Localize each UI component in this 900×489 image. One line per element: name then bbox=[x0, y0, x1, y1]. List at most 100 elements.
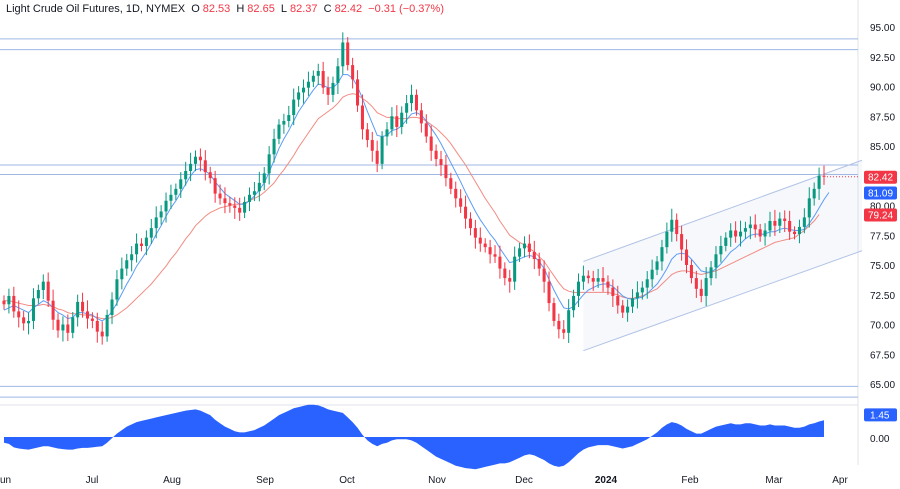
candle-body[interactable] bbox=[95, 320, 99, 332]
ma-slow-line[interactable] bbox=[4, 93, 820, 320]
candle-body[interactable] bbox=[513, 256, 517, 282]
candle-body[interactable] bbox=[783, 218, 787, 221]
candle-body[interactable] bbox=[734, 230, 738, 237]
candle-body[interactable] bbox=[272, 138, 276, 155]
candle-body[interactable] bbox=[267, 154, 271, 174]
channel-lower-line[interactable] bbox=[583, 250, 863, 352]
symbol-title[interactable]: Light Crude Oil Futures, 1D, NYMEX bbox=[6, 3, 186, 15]
candle-body[interactable] bbox=[385, 129, 389, 137]
candle-body[interactable] bbox=[306, 81, 310, 88]
candle-body[interactable] bbox=[213, 178, 217, 194]
candle-body[interactable] bbox=[630, 298, 635, 307]
candle-body[interactable] bbox=[537, 259, 541, 269]
candle-body[interactable] bbox=[56, 319, 60, 331]
candle-body[interactable] bbox=[169, 194, 173, 201]
candle-body[interactable] bbox=[596, 278, 600, 282]
candle-body[interactable] bbox=[252, 191, 256, 195]
candle-body[interactable] bbox=[572, 295, 576, 311]
candle-body[interactable] bbox=[773, 220, 777, 226]
candle-body[interactable] bbox=[90, 318, 94, 321]
candle-body[interactable] bbox=[218, 193, 222, 199]
candle-body[interactable] bbox=[743, 228, 747, 232]
candle-body[interactable] bbox=[822, 175, 826, 177]
candle-body[interactable] bbox=[2, 300, 6, 305]
candle-body[interactable] bbox=[247, 194, 252, 202]
candle-body[interactable] bbox=[203, 160, 207, 173]
candle-body[interactable] bbox=[277, 124, 281, 139]
candle-body[interactable] bbox=[120, 268, 124, 280]
candle-body[interactable] bbox=[557, 320, 561, 330]
candle-body[interactable] bbox=[238, 207, 242, 213]
candle-body[interactable] bbox=[301, 87, 306, 93]
candle-body[interactable] bbox=[149, 228, 153, 238]
candle-body[interactable] bbox=[51, 300, 55, 320]
candle-body[interactable] bbox=[375, 150, 379, 164]
candle-body[interactable] bbox=[292, 99, 296, 116]
candle-body[interactable] bbox=[27, 320, 31, 324]
candle-body[interactable] bbox=[311, 75, 315, 82]
candle-body[interactable] bbox=[360, 105, 364, 130]
candle-body[interactable] bbox=[606, 281, 610, 288]
candle-body[interactable] bbox=[326, 87, 330, 95]
candle-body[interactable] bbox=[405, 103, 409, 113]
candle-body[interactable] bbox=[724, 237, 728, 246]
candle-body[interactable] bbox=[198, 156, 202, 161]
candle-body[interactable] bbox=[567, 310, 571, 333]
candle-body[interactable] bbox=[135, 243, 139, 255]
candle-body[interactable] bbox=[689, 265, 693, 279]
candle-body[interactable] bbox=[100, 331, 104, 337]
candle-body[interactable] bbox=[547, 281, 551, 304]
candle-body[interactable] bbox=[650, 269, 654, 280]
candle-body[interactable] bbox=[110, 299, 114, 315]
candle-body[interactable] bbox=[66, 324, 70, 333]
candle-body[interactable] bbox=[243, 201, 247, 213]
candle-body[interactable] bbox=[429, 136, 433, 151]
candle-body[interactable] bbox=[684, 249, 689, 265]
candle-body[interactable] bbox=[81, 301, 85, 312]
candle-body[interactable] bbox=[694, 278, 698, 289]
candle-body[interactable] bbox=[287, 115, 291, 122]
candle-body[interactable] bbox=[233, 205, 237, 208]
candle-body[interactable] bbox=[581, 275, 585, 282]
candle-body[interactable] bbox=[356, 79, 360, 106]
candle-body[interactable] bbox=[464, 206, 468, 219]
candle-body[interactable] bbox=[645, 279, 649, 288]
candle-body[interactable] bbox=[46, 281, 50, 301]
candle-body[interactable] bbox=[532, 251, 536, 260]
candle-body[interactable] bbox=[729, 230, 733, 238]
candle-body[interactable] bbox=[61, 324, 65, 331]
candle-body[interactable] bbox=[719, 245, 723, 255]
candle-body[interactable] bbox=[419, 110, 423, 124]
candle-body[interactable] bbox=[336, 66, 340, 83]
candle-body[interactable] bbox=[483, 243, 487, 248]
candle-body[interactable] bbox=[228, 203, 232, 206]
candle-body[interactable] bbox=[552, 303, 556, 321]
candle-body[interactable] bbox=[748, 224, 752, 229]
candle-body[interactable] bbox=[282, 121, 286, 125]
candle-body[interactable] bbox=[184, 170, 188, 180]
candle-body[interactable] bbox=[518, 248, 522, 257]
candle-body[interactable] bbox=[179, 179, 183, 189]
candle-body[interactable] bbox=[365, 129, 369, 141]
candle-body[interactable] bbox=[576, 281, 581, 296]
candle-body[interactable] bbox=[680, 234, 684, 250]
candle-body[interactable] bbox=[370, 140, 374, 151]
candle-body[interactable] bbox=[601, 278, 605, 282]
candle-body[interactable] bbox=[341, 42, 345, 67]
candle-body[interactable] bbox=[797, 226, 801, 235]
candle-body[interactable] bbox=[655, 261, 659, 270]
candle-body[interactable] bbox=[763, 230, 767, 237]
candle-body[interactable] bbox=[12, 295, 16, 312]
candle-body[interactable] bbox=[753, 224, 757, 230]
candle-body[interactable] bbox=[621, 305, 625, 313]
candle-body[interactable] bbox=[223, 198, 227, 204]
candle-body[interactable] bbox=[478, 237, 482, 244]
candle-body[interactable] bbox=[758, 229, 762, 237]
candle-body[interactable] bbox=[434, 150, 438, 160]
candle-body[interactable] bbox=[586, 275, 590, 279]
candle-body[interactable] bbox=[193, 156, 198, 164]
candle-body[interactable] bbox=[616, 295, 620, 306]
candle-body[interactable] bbox=[454, 188, 458, 199]
candle-body[interactable] bbox=[139, 243, 144, 246]
